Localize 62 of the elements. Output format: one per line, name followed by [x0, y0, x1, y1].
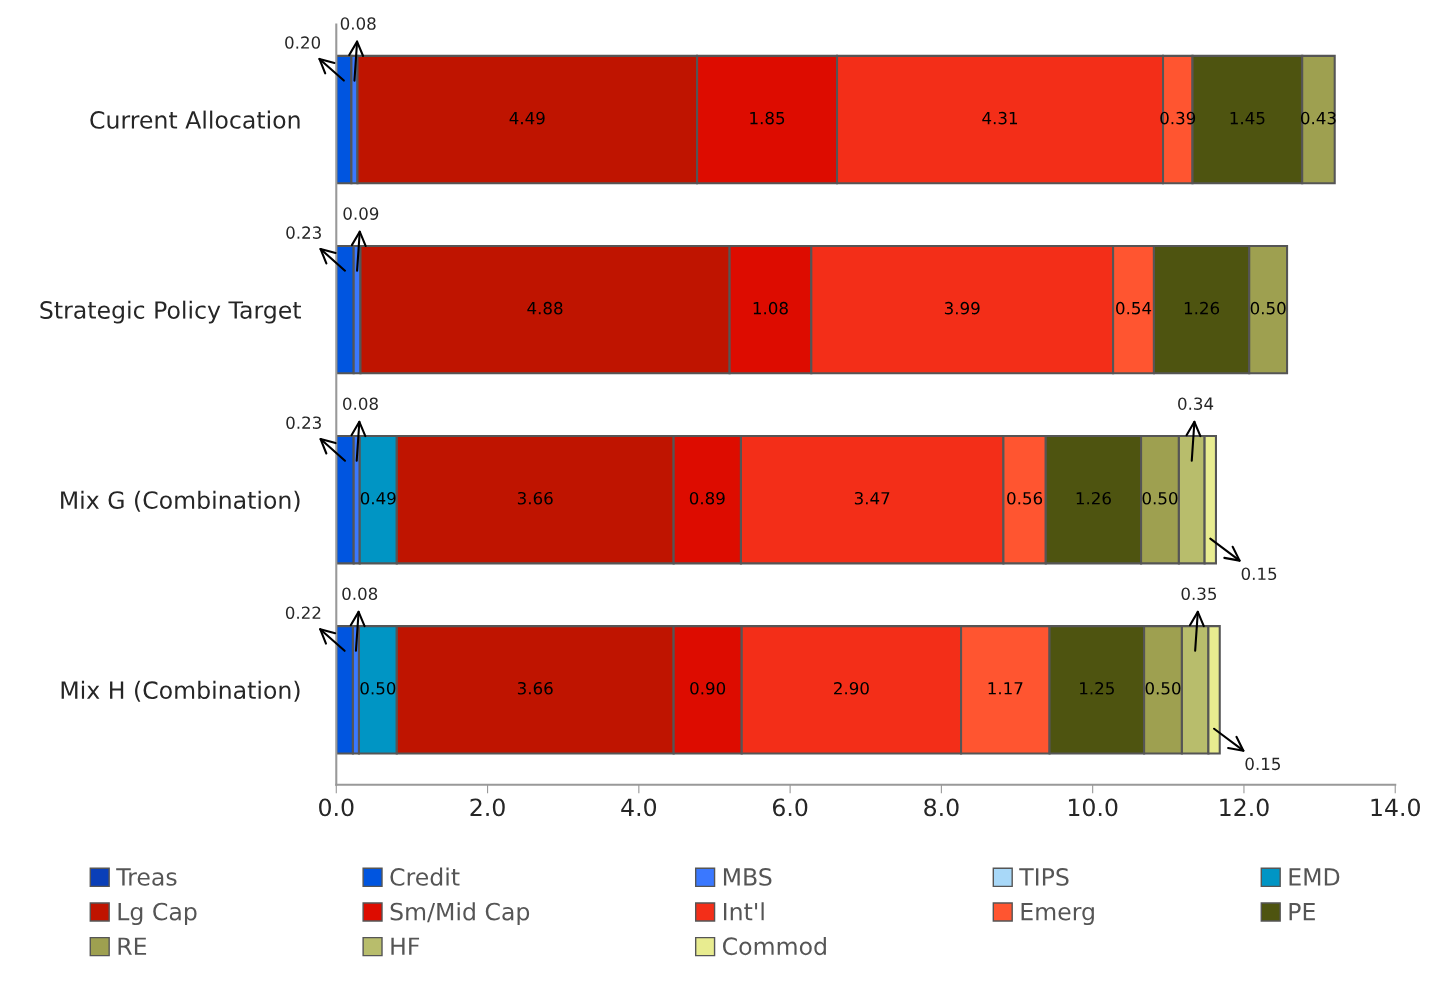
data-label: 4.31 — [982, 111, 1018, 125]
x-tick-label: 6.0 — [772, 798, 808, 817]
data-label: 0.50 — [1145, 681, 1181, 695]
legend-label: HF — [391, 937, 420, 955]
legend-label: Treas — [116, 868, 177, 886]
legend-label: Commod — [722, 936, 826, 956]
data-label: 0.54 — [1116, 301, 1152, 315]
data-label: 0.15 — [1241, 567, 1277, 581]
legend-label: Sm/Mid Cap — [390, 902, 530, 926]
y-tick-label: Mix H (Combination) — [61, 680, 300, 702]
data-label: 0.43 — [1301, 111, 1336, 125]
data-label: 1.17 — [988, 682, 1023, 695]
data-label: 0.90 — [690, 681, 726, 695]
data-label: 3.99 — [944, 301, 980, 315]
data-label: 3.47 — [854, 491, 890, 505]
legend-label: TIPS — [1019, 868, 1069, 886]
data-label: 0.09 — [343, 207, 379, 220]
data-label: 0.50 — [1142, 491, 1178, 505]
x-tick-label: 14.0 — [1371, 798, 1420, 817]
data-label: 3.66 — [517, 681, 553, 695]
x-tick-label: 4.0 — [621, 798, 657, 817]
data-label: 1.26 — [1184, 301, 1220, 315]
legend-label: PE — [1289, 902, 1315, 921]
legend-label: MBS — [723, 868, 772, 886]
data-label: 0.50 — [360, 681, 396, 695]
y-tick-label: Current Allocation — [90, 110, 300, 129]
y-tick-label: Strategic Policy Target — [40, 300, 301, 324]
data-label: 0.34 — [1178, 397, 1214, 410]
data-label: 0.20 — [285, 36, 321, 49]
data-label: 0.23 — [286, 226, 321, 239]
data-label: 0.22 — [285, 606, 321, 620]
data-label: 4.88 — [527, 301, 563, 315]
data-label: 0.56 — [1007, 491, 1043, 505]
legend-label: Emerg — [1021, 902, 1094, 926]
data-label: 1.25 — [1080, 681, 1114, 695]
legend-label: Int'l — [723, 902, 764, 921]
data-label: 1.08 — [753, 301, 788, 315]
data-label: 1.45 — [1230, 112, 1265, 125]
data-label: 0.23 — [286, 416, 321, 429]
data-label: 0.50 — [1250, 301, 1286, 315]
x-tick-label: 8.0 — [924, 798, 959, 817]
data-label: 1.26 — [1076, 491, 1111, 505]
data-label: 0.08 — [342, 587, 378, 601]
x-tick-label: 10.0 — [1068, 798, 1118, 817]
data-label: 1.85 — [750, 111, 785, 125]
x-tick-label: 2.0 — [470, 798, 505, 817]
legend-label: Lg Cap — [118, 902, 197, 926]
data-label: 3.66 — [517, 491, 553, 505]
legend-label: RE — [118, 937, 147, 955]
legend-label: EMD — [1289, 868, 1340, 886]
x-tick-label: 0.0 — [319, 798, 354, 817]
data-label: 0.08 — [343, 397, 378, 410]
data-label: 2.90 — [834, 681, 869, 695]
data-label: 0.15 — [1245, 757, 1280, 771]
data-label: 0.89 — [689, 491, 725, 505]
data-label: 0.08 — [340, 17, 376, 30]
data-label: 0.49 — [360, 491, 396, 505]
data-label: 4.49 — [509, 111, 545, 125]
x-tick-label: 12.0 — [1220, 798, 1269, 817]
data-label: 0.35 — [1181, 587, 1217, 601]
legend-label: Credit — [390, 867, 460, 886]
y-tick-label: Mix G (Combination) — [61, 490, 300, 512]
